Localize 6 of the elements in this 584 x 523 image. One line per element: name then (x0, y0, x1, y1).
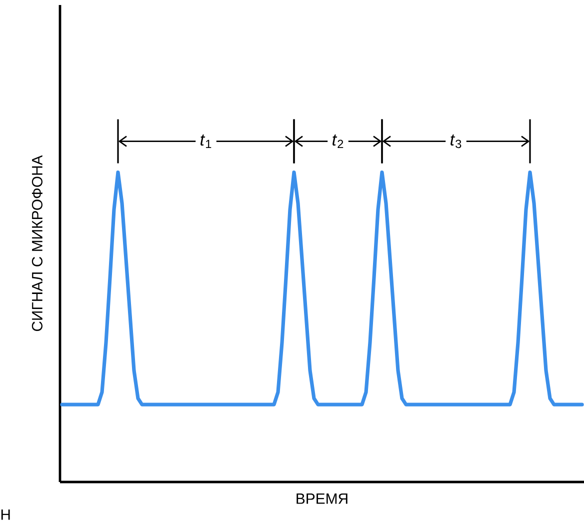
text: Н (1, 510, 10, 520)
text: t$_{3}$ (450, 134, 462, 148)
text: t$_{1}$ (200, 134, 212, 148)
x-axis-title: ВРЕМЯ (296, 494, 348, 504)
y-axis-title: СИГНАЛ С МИКРОФОНА (32, 155, 42, 331)
text: t$_{2}$ (332, 134, 344, 148)
